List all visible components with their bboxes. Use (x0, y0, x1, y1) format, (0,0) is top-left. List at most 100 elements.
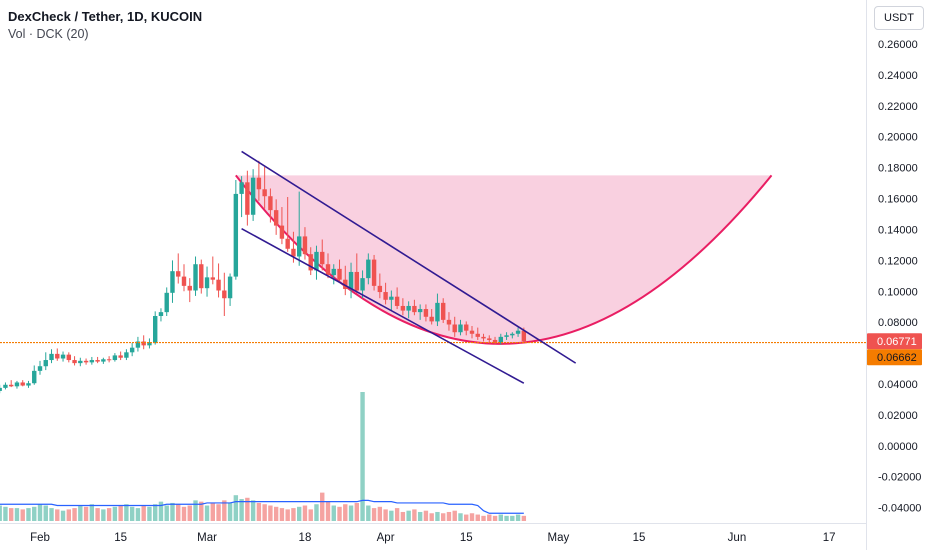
volume-bar (43, 505, 48, 521)
candle (429, 309, 434, 325)
volume-bar (429, 513, 434, 521)
candle (233, 180, 239, 280)
candle-body (222, 290, 227, 299)
candle-body (66, 354, 71, 361)
candle (158, 308, 164, 322)
candle (417, 304, 423, 320)
time-tick-label: 15 (114, 532, 127, 544)
candle-body (429, 316, 434, 322)
volume-bar (371, 508, 377, 521)
candle (510, 332, 515, 339)
candle-body (141, 341, 146, 346)
candle-body (118, 355, 123, 358)
candle-body (37, 366, 43, 371)
last-price-label: 0.06771 (877, 336, 917, 348)
candle-body (250, 177, 256, 215)
candle-body (49, 353, 54, 361)
candle (360, 270, 365, 299)
candle (9, 380, 14, 388)
candle-body (89, 360, 95, 363)
volume-bar (348, 505, 354, 521)
price-tick-label: 0.20000 (878, 132, 918, 144)
candle (245, 170, 250, 226)
candle (464, 321, 469, 336)
price-tick-label: 0.00000 (878, 441, 918, 453)
candle-body (273, 210, 279, 226)
candle (366, 253, 371, 285)
symbol-title[interactable]: DexCheck / Tether, 1D, KUCOIN (8, 9, 203, 24)
price-labels: 0.06771 0.06662 (867, 333, 922, 366)
time-tick-label: 17 (823, 532, 836, 544)
volume-bar (66, 509, 71, 521)
price-tick-label: 0.18000 (878, 163, 918, 175)
candle (504, 332, 509, 340)
volume-bar (118, 505, 123, 521)
candle-body (256, 177, 262, 190)
candle-body (153, 316, 158, 344)
candle-body (158, 312, 164, 316)
candle (377, 273, 383, 299)
reference-price-label: 0.06662 (877, 352, 917, 364)
volume-bar (222, 500, 227, 521)
volume-bar (302, 505, 308, 521)
drawings[interactable] (0, 150, 866, 384)
volume-bar (181, 506, 187, 521)
volume-indicator-label[interactable]: Vol · DCK (20) (8, 27, 89, 41)
candle-body (187, 285, 192, 291)
volume-bar (446, 511, 452, 521)
volume-bar (394, 508, 400, 521)
candle (153, 311, 158, 345)
volume-bar (314, 504, 319, 521)
volume-bar (256, 502, 262, 521)
volume-bar (343, 504, 348, 521)
candle-body (325, 264, 331, 276)
candle-body (406, 305, 411, 311)
volume-bar (239, 499, 244, 521)
candle (297, 191, 302, 266)
candle (129, 343, 135, 357)
candle-body (106, 359, 112, 361)
candle-body (83, 360, 89, 363)
candle (314, 245, 319, 280)
candle (37, 360, 43, 375)
candle (83, 358, 89, 365)
volume-bar (0, 505, 2, 521)
candle (60, 351, 66, 362)
candle (0, 384, 2, 394)
price-tick-label: 0.22000 (878, 101, 918, 113)
volume-bar (360, 392, 365, 521)
volume-bar (250, 500, 256, 521)
candle (412, 299, 417, 316)
candle (469, 326, 475, 339)
candle-body (78, 360, 83, 364)
candle (498, 333, 503, 345)
candle (112, 353, 118, 362)
volume-ma-line (0, 499, 524, 514)
candle-body (245, 182, 250, 215)
candle (481, 333, 486, 342)
candle (118, 351, 123, 361)
candle-body (371, 259, 377, 286)
candle (239, 176, 244, 218)
volume-bar (510, 515, 515, 521)
candle-body (308, 254, 313, 271)
candle-body (268, 196, 273, 211)
candle (389, 290, 394, 311)
time-axis[interactable]: Feb 15 Mar 18 Apr 15 May 15 Jun 17 (30, 532, 835, 544)
volume-bar (233, 495, 239, 521)
candle-body (147, 343, 152, 346)
candle-body (354, 271, 359, 291)
currency-unit-button[interactable]: USDT (874, 6, 924, 30)
last-price-tag (867, 333, 922, 350)
volume-bar (14, 508, 20, 521)
channel-upper-line[interactable] (241, 150, 577, 364)
candle-body (193, 264, 198, 291)
candle (515, 327, 521, 337)
volume-bar (72, 508, 77, 521)
channel-lower-line[interactable] (241, 227, 525, 384)
candle (337, 259, 342, 283)
volume-bar (452, 510, 457, 521)
price-axis[interactable]: 0.26000 0.24000 0.22000 0.20000 0.18000 0.160… (878, 39, 921, 515)
